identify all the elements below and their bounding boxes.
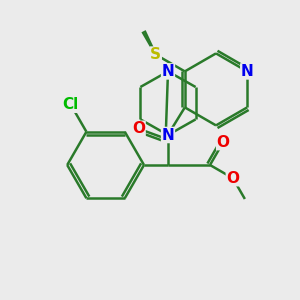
Text: S: S — [150, 47, 161, 62]
Text: N: N — [162, 128, 174, 142]
Text: O: O — [132, 121, 145, 136]
Text: O: O — [226, 171, 239, 186]
Text: N: N — [241, 64, 253, 79]
Text: O: O — [217, 135, 230, 150]
Text: N: N — [162, 64, 174, 79]
Text: Cl: Cl — [63, 97, 79, 112]
